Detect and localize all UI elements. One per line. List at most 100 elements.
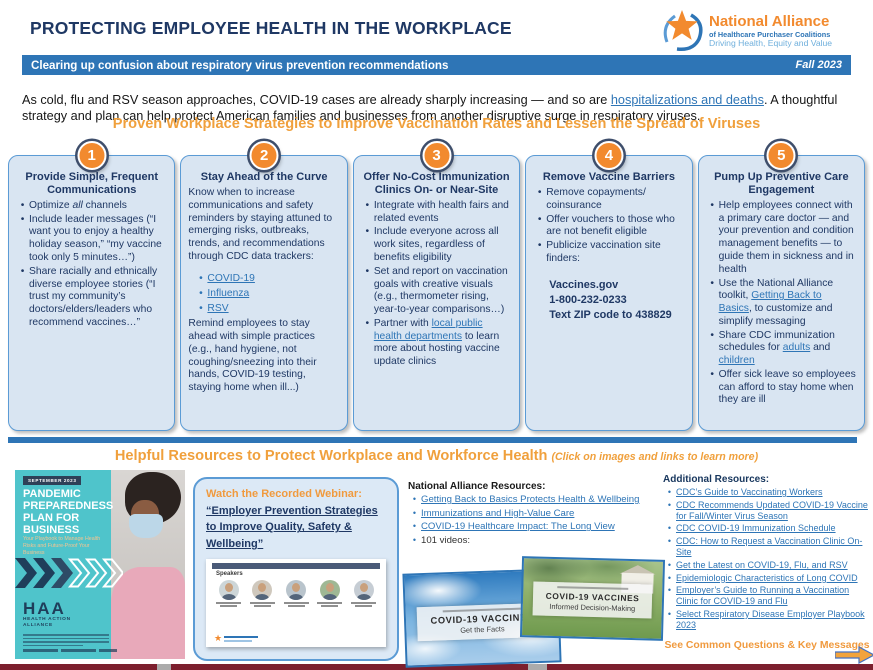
bullet-item: • Share CDC immunization schedules for ad…	[710, 329, 835, 367]
strategy-5-title: Pump Up Preventive Care Engagement	[714, 171, 849, 196]
bullet-text: Optimize	[29, 199, 73, 211]
bullet-text: Offer vouchers to those who are not bene…	[546, 213, 675, 238]
bullet-item: • Set and report on vaccination goals wit…	[361, 266, 512, 317]
getting-back-to-basics-link[interactable]: Getting Back to Basics	[718, 290, 822, 315]
speaker-photo	[281, 580, 312, 608]
bullet-text: Integrate with health fairs and related …	[373, 199, 509, 224]
haa-name-line2: ALLIANCE	[23, 623, 53, 629]
bullet-text: Set and report on vaccination goals with…	[373, 265, 508, 316]
masked-woman-photo	[111, 470, 185, 659]
section-divider	[8, 437, 857, 443]
logo-name: National Alliance	[709, 13, 830, 30]
star-swoosh-icon	[663, 10, 703, 52]
webinar-card: Watch the Recorded Webinar: “Employer Pr…	[193, 477, 399, 661]
speaker-photo	[213, 580, 244, 608]
webinar-heading: Watch the Recorded Webinar:	[206, 488, 362, 500]
strategy-2-paragraph-2: Remind employees to stay ahead with simp…	[188, 318, 317, 394]
strategy-4-title: Remove Vaccine Barriers	[542, 171, 675, 183]
bullet-text: Partner with	[373, 317, 432, 329]
banner-edition: Fall 2023	[795, 59, 842, 71]
strategy-card-3: 3 Offer No-Cost Immunization Clinics On-…	[352, 141, 521, 431]
poster-fine-print	[23, 632, 109, 648]
haa-name-line1: HEALTH ACTION	[23, 617, 71, 622]
bullet-text: Offer sick leave so employees can afford…	[718, 368, 856, 406]
children-schedule-link[interactable]: children	[718, 355, 755, 367]
bullet-text: Use the National Alliance toolkit,	[718, 277, 834, 302]
strategy-columns: 1 Provide Simple, Frequent Communication…	[8, 141, 866, 431]
additional-resource-link[interactable]: Select Respiratory Disease Employer Play…	[676, 608, 865, 630]
logo-tagline: Driving Health, Equity and Value	[709, 38, 833, 49]
right-chevrons-icon	[15, 558, 123, 588]
bullet-text: Help employees connect with a primary ca…	[718, 199, 854, 275]
vaccine-finder-info: Vaccines.gov 1-800-232-0233 Text ZIP cod…	[549, 278, 684, 324]
slide-header-bar	[212, 563, 380, 570]
strategy-card-1: 1 Provide Simple, Frequent Communication…	[8, 141, 176, 431]
bullet-item: • Include everyone across all work sites,…	[361, 226, 512, 264]
poster-subtitle: Your Playbook to Manage Health Risks and…	[23, 536, 101, 557]
intro-paragraph: As cold, flu and RSV season approaches, …	[22, 92, 851, 125]
section-banner: Clearing up confusion about respiratory …	[22, 55, 851, 75]
speaker-photos-row	[212, 580, 380, 608]
adults-schedule-link[interactable]: adults	[782, 342, 811, 354]
strategy-2-title: Stay Ahead of the Curve	[200, 171, 328, 183]
step-4-badge: 4	[594, 141, 624, 170]
additional-resource-link[interactable]: CDC COVID-19 Immunization Schedule	[676, 523, 836, 534]
webinar-slide-thumbnail[interactable]: Speakers ★	[206, 559, 386, 648]
vaccines-gov-text: Vaccines.gov	[549, 278, 619, 291]
bullet-item: • Partner with local public health depart…	[365, 317, 500, 368]
bullet-text: Share CDC immunization schedules for	[718, 329, 835, 354]
page-bottom-bar	[0, 664, 873, 670]
hospitalizations-deaths-link[interactable]: hospitalizations and deaths	[610, 92, 764, 107]
additional-resource-link[interactable]: CDC Recommends Updated COVID-19 Vaccine …	[676, 499, 868, 521]
strategies-heading: Proven Workplace Strategies to Improve V…	[112, 116, 761, 132]
additional-resource-link[interactable]: Get the Latest on COVID-19, Flu, and RSV	[676, 559, 848, 570]
na-resource-link[interactable]: Getting Back to Basics Protects Health &…	[421, 494, 640, 505]
resource-link-item: • CDC Recommends Updated COVID-19 Vaccine…	[667, 499, 868, 521]
bullet-item: • Integrate with health fairs and related…	[361, 200, 512, 226]
covid19-tracker-link[interactable]: COVID-19	[207, 272, 255, 284]
strategy-3-title: Offer No-Cost Immunization Clinics On- o…	[363, 171, 510, 196]
bullet-item: • Offer sick leave so employees can affor…	[710, 368, 856, 406]
video-thumbnail-informed-decision[interactable]: COVID-19 VACCINES Informed Decision-Maki…	[519, 556, 666, 641]
intro-text-2: . A thoughtful strategy and plan can hel…	[22, 92, 838, 124]
resources-heading: Helpful Resources to Protect Workplace a…	[0, 448, 873, 464]
resource-link-item: • Getting Back to Basics Protects Health …	[412, 494, 640, 505]
local-public-health-link[interactable]: local public health departments	[373, 317, 483, 342]
resources-heading-note: (Click on images and links to learn more…	[551, 451, 759, 463]
na-resource-link[interactable]: COVID-19 Healthcare Impact: The Long Vie…	[421, 521, 615, 533]
national-alliance-resources: National Alliance Resources: • Getting Ba…	[408, 481, 666, 548]
additional-resource-link[interactable]: Employer’s Guide to Running a Vaccinatio…	[676, 585, 850, 607]
bullet-item: • Remove copayments/ coinsurance	[533, 187, 684, 213]
additional-resource-link[interactable]: Epidemiologic Characteristics of Long CO…	[676, 572, 858, 583]
na-resource-link[interactable]: Immunizations and High-Value Care	[421, 507, 575, 519]
rsv-tracker-link[interactable]: RSV	[207, 303, 229, 315]
speaker-photo	[348, 580, 379, 608]
strategy-card-4: 4 Remove Vaccine Barriers • Remove copaym…	[525, 141, 693, 431]
influenza-tracker-link[interactable]: Influenza	[207, 287, 250, 299]
slide-alliance-logo: ★	[214, 634, 259, 643]
additional-resource-link[interactable]: CDC’s Guide to Vaccinating Workers	[676, 487, 823, 497]
additional-resource-link[interactable]: CDC: How to Request a Vaccination Clinic…	[676, 536, 863, 557]
bullet-text: Publicize vaccination site finders:	[546, 240, 661, 264]
poster-title: PANDEMIC PREPAREDNESS PLAN FOR BUSINESS	[23, 488, 114, 537]
resource-link-item: • CDC: How to Request a Vaccination Clini…	[667, 536, 863, 557]
bullet-item: • COVID-19	[199, 272, 255, 284]
bullet-item: • Include leader messages (“I want you to…	[16, 214, 167, 265]
resource-link-item: • CDC’s Guide to Vaccinating Workers	[667, 487, 823, 497]
resource-link-item: • Immunizations and High-Value Care	[412, 507, 575, 519]
bullet-emphasis: all	[72, 199, 83, 211]
pandemic-plan-cover[interactable]: SEPTEMBER 2023 PANDEMIC PREPAREDNESS PLA…	[15, 470, 185, 659]
bullet-text: channels	[82, 199, 127, 211]
resource-plain-item: • 101 videos:	[408, 535, 666, 547]
common-questions-cta[interactable]: See Common Questions & Key Messages	[664, 639, 870, 651]
haa-logo: HAA HEALTH ACTION ALLIANCE	[23, 600, 71, 629]
resource-link-item: • Select Respiratory Disease Employer Pla…	[667, 608, 865, 630]
strategy-1-title: Provide Simple, Frequent Communications	[25, 171, 159, 196]
bullet-text: Remove copayments/ coinsurance	[546, 186, 646, 211]
step-1-badge: 1	[77, 141, 107, 170]
thumbnail-attribution	[556, 586, 629, 591]
bottom-bar-gap	[528, 664, 547, 670]
webinar-link[interactable]: “Employer Prevention Strategies to Impro…	[206, 504, 378, 550]
additional-resources: Additional Resources: • CDC’s Guide to Va…	[663, 474, 871, 651]
right-arrow-icon[interactable]	[835, 646, 873, 664]
